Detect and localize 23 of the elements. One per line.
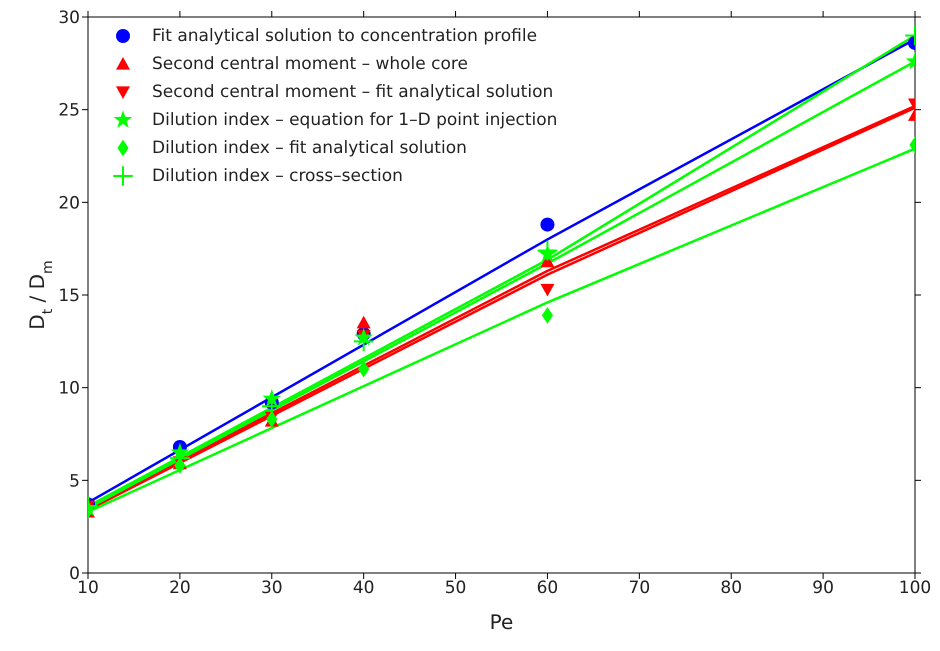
y-tick-label: 5 bbox=[69, 471, 80, 492]
legend-label: Dilution index – equation for 1–D point injection bbox=[152, 110, 558, 130]
y-tick-label: 25 bbox=[58, 100, 80, 121]
x-tick-label: 30 bbox=[260, 578, 283, 598]
x-tick-label: 70 bbox=[628, 578, 650, 598]
y-tick-label: 30 bbox=[58, 8, 80, 28]
x-axis-title: Pe bbox=[490, 610, 514, 634]
legend-label: Second central moment – whole core bbox=[152, 54, 468, 74]
x-tick-label: 40 bbox=[352, 578, 374, 598]
x-tick-label: 100 bbox=[898, 578, 932, 598]
x-tick-label: 90 bbox=[812, 578, 834, 598]
legend-label: Fit analytical solution to concentration profile bbox=[152, 26, 538, 46]
legend-label: Dilution index – fit analytical solution bbox=[152, 138, 467, 158]
x-tick-label: 60 bbox=[536, 578, 558, 598]
x-tick-label: 20 bbox=[169, 578, 191, 598]
y-tick-label: 20 bbox=[58, 193, 80, 214]
legend-label: Second central moment – fit analytical solution bbox=[152, 82, 554, 102]
y-tick-label: 15 bbox=[58, 286, 80, 306]
x-tick-label: 50 bbox=[444, 578, 466, 598]
y-tick-label: 10 bbox=[58, 378, 80, 399]
x-tick-label: 80 bbox=[720, 578, 742, 598]
legend-label: Dilution index – cross–section bbox=[152, 166, 403, 186]
y-tick-label: 0 bbox=[69, 564, 80, 584]
